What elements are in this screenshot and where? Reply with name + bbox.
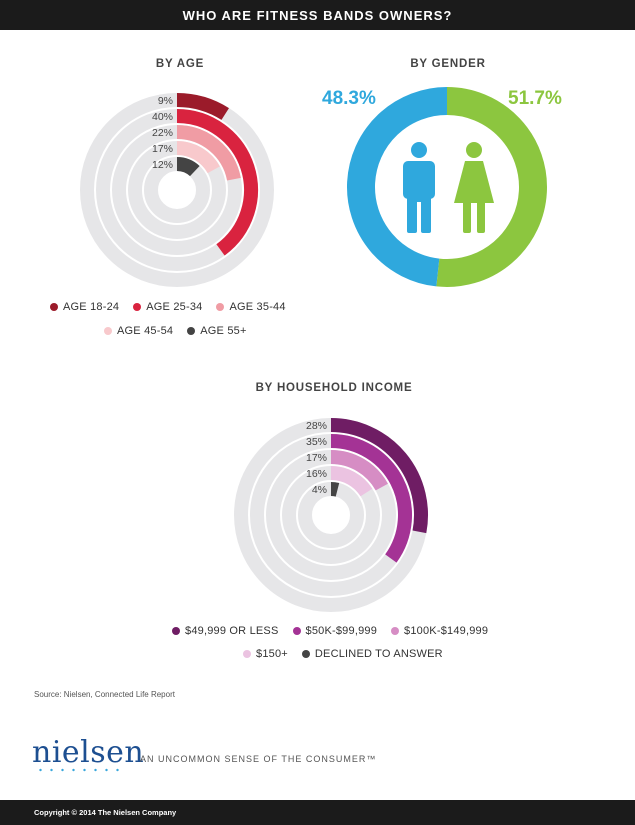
age-bar-3: [176, 125, 241, 181]
income-legend-swatch: [243, 650, 251, 658]
income-radial-chart: 28% 35% 17% 16% 4%: [234, 418, 428, 612]
age-value-label-3: 22%: [152, 127, 173, 139]
income-legend-item: $150+: [243, 648, 288, 660]
age-legend-row-2: AGE 45-54 AGE 55+: [104, 325, 247, 337]
income-bar-4: [330, 466, 373, 497]
income-legend-label: DECLINED TO ANSWER: [314, 648, 443, 660]
income-legend-item: $49,999 OR LESS: [172, 625, 279, 637]
age-legend-item: AGE 55+: [187, 325, 246, 337]
income-legend-label: $50K-$99,999: [305, 625, 378, 637]
age-legend-item: AGE 18-24: [50, 301, 119, 313]
gender-slice-male: [347, 87, 448, 287]
income-legend-label: $49,999 OR LESS: [185, 625, 279, 637]
income-chart-title: BY HOUSEHOLD INCOME: [255, 382, 413, 394]
age-legend-item: AGE 45-54: [104, 325, 173, 337]
age-legend-label: AGE 35-44: [229, 301, 286, 313]
income-value-label-5: 4%: [312, 484, 327, 496]
logo-dots: [35, 768, 125, 772]
income-legend-item: $100K-$149,999: [391, 625, 488, 637]
age-bar-4: [176, 141, 220, 174]
nielsen-logo: nielsen: [32, 735, 145, 770]
age-legend-label: AGE 45-54: [117, 325, 174, 337]
female-percent-label: 51.7%: [508, 88, 562, 109]
income-legend-row-1: $49,999 OR LESS $50K-$99,999 $100K-$149,99…: [172, 625, 488, 637]
male-percent-label: 48.3%: [322, 88, 376, 109]
income-legend-label: $150+: [256, 648, 288, 660]
age-value-label-5: 12%: [152, 159, 173, 171]
income-bar-5: [330, 482, 340, 497]
age-bar-2: [176, 109, 258, 256]
income-legend-swatch: [301, 650, 310, 658]
tagline: AN UNCOMMON SENSE OF THE CONSUMER™: [140, 754, 377, 764]
income-legend-row-2: $150+ DECLINED TO ANSWER: [243, 648, 443, 660]
income-legend-swatch: [391, 627, 400, 635]
copyright-bar: Copyright © 2014 The Nielsen Company: [0, 800, 635, 825]
income-track-5: [298, 482, 364, 548]
age-chart-title: BY AGE: [155, 58, 205, 70]
income-legend-item: DECLINED TO ANSWER: [301, 648, 443, 660]
income-legend-item: $50K-$99,999: [292, 625, 378, 637]
age-value-label-2: 40%: [152, 111, 173, 123]
age-legend-label: AGE 25-34: [146, 301, 203, 313]
male-icon: [403, 142, 435, 233]
age-legend-label: AGE 55+: [200, 325, 247, 337]
age-legend-swatch: [133, 303, 142, 311]
gender-donut-chart: [347, 87, 547, 287]
age-legend-item: AGE 25-34: [133, 301, 202, 313]
age-value-label-1: 9%: [158, 95, 173, 107]
age-bar-5: [176, 157, 200, 177]
income-bar-3: [330, 450, 388, 491]
age-legend-item: AGE 35-44: [216, 301, 286, 313]
income-legend-swatch: [172, 627, 180, 635]
gender-slice-female: [436, 87, 547, 287]
gender-chart-title: BY GENDER: [410, 58, 486, 70]
age-legend-swatch: [187, 327, 196, 335]
income-value-label-3: 17%: [306, 452, 327, 464]
income-bar-2: [330, 434, 412, 563]
income-legend-swatch: [292, 627, 301, 635]
source-note: Source: Nielsen, Connected Life Report: [34, 690, 175, 699]
age-legend-swatch: [104, 327, 112, 335]
age-legend-swatch: [216, 303, 225, 311]
age-legend-row-1: AGE 18-24 AGE 25-34 AGE 35-44: [50, 301, 286, 313]
income-value-label-2: 35%: [306, 436, 327, 448]
age-bar-1: [176, 93, 229, 121]
copyright-text: Copyright © 2014 The Nielsen Company: [34, 808, 177, 817]
age-value-label-4: 17%: [152, 143, 173, 155]
income-value-label-1: 28%: [306, 420, 327, 432]
page-title: WHO ARE FITNESS BANDS OWNERS?: [0, 0, 635, 30]
income-value-label-4: 16%: [306, 468, 327, 480]
age-radial-chart: 9% 40% 22% 17% 12%: [80, 93, 274, 287]
income-bar-1: [330, 418, 428, 534]
age-legend-swatch: [50, 303, 58, 311]
age-legend-label: AGE 18-24: [63, 301, 120, 313]
income-legend-label: $100K-$149,999: [404, 625, 489, 637]
female-icon: [454, 142, 494, 233]
